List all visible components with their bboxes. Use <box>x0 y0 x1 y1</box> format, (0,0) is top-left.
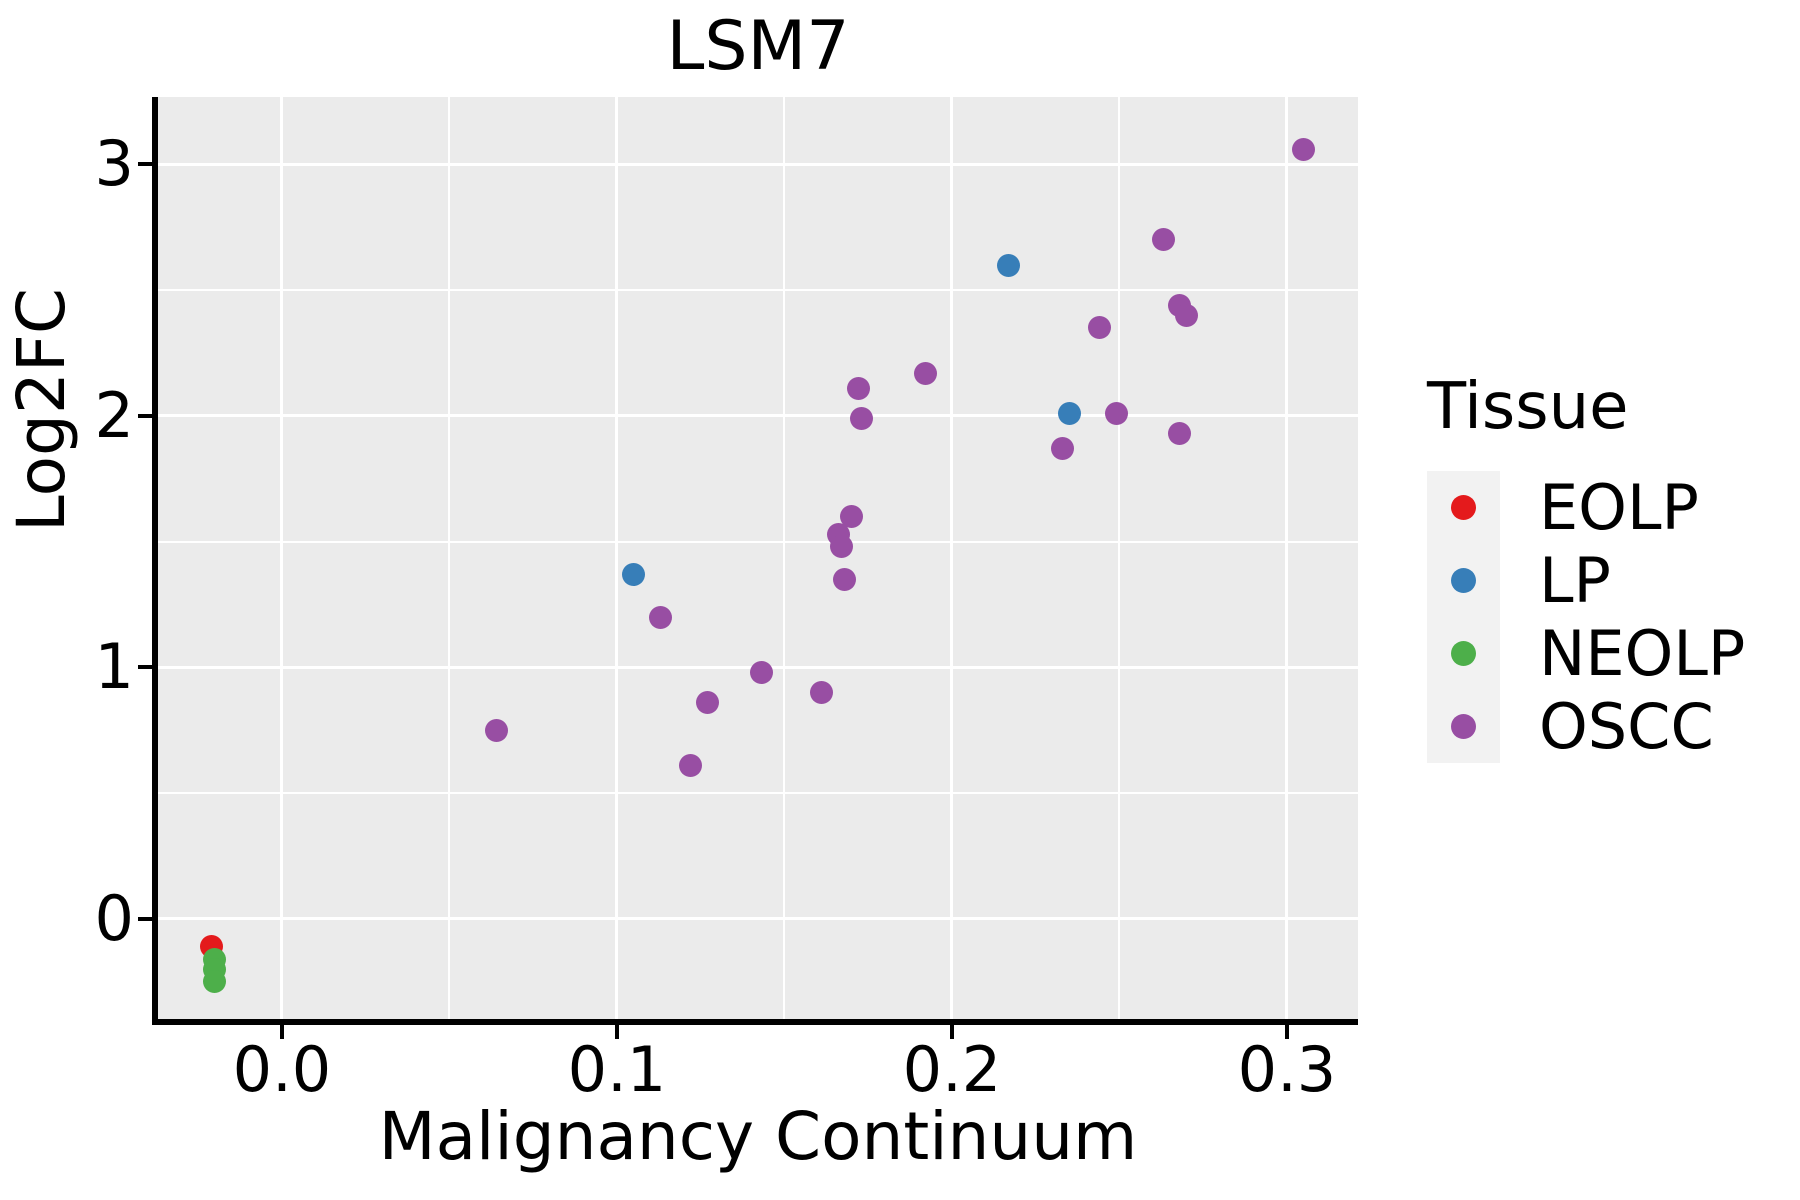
x-tick-mark <box>279 1025 284 1039</box>
y-axis-title: Log2FC <box>3 288 80 532</box>
x-tick-label: 0.0 <box>232 1033 332 1106</box>
y-tick-mark <box>138 162 152 167</box>
x-tick-mark <box>614 1025 619 1039</box>
legend-key-oscc <box>1427 690 1500 763</box>
legend-dot-eolp <box>1451 495 1476 520</box>
legend-key-neolp <box>1427 617 1500 690</box>
x-axis-title: Malignancy Continuum <box>378 1098 1138 1175</box>
legend-title: Tissue <box>1427 370 1629 444</box>
x-tick-mark <box>949 1025 954 1039</box>
legend-dot-oscc <box>1451 714 1476 739</box>
legend-item-label-lp: LP <box>1539 544 1611 617</box>
x-tick-label: 0.3 <box>1237 1033 1337 1106</box>
y-tick-label: 3 <box>94 127 134 201</box>
legend-key-eolp <box>1427 471 1500 544</box>
y-tick-mark <box>138 413 152 418</box>
legend-item-label-oscc: OSCC <box>1539 690 1714 763</box>
legend-key-lp <box>1427 544 1500 617</box>
y-tick-mark <box>138 665 152 670</box>
x-tick-label: 0.2 <box>902 1033 1002 1106</box>
plot-panel <box>158 97 1358 1021</box>
y-tick-label: 0 <box>94 881 134 955</box>
x-axis-line <box>152 1019 1358 1025</box>
legend-dot-neolp <box>1451 641 1476 666</box>
x-tick-mark <box>1284 1025 1289 1039</box>
y-tick-label: 1 <box>94 630 134 704</box>
y-axis-line <box>152 97 158 1025</box>
legend-dot-lp <box>1451 568 1476 593</box>
plot-title: LSM7 <box>666 7 850 86</box>
legend-item-label-eolp: EOLP <box>1539 471 1699 544</box>
x-tick-label: 0.1 <box>567 1033 667 1106</box>
y-tick-mark <box>138 916 152 921</box>
legend-item-label-neolp: NEOLP <box>1539 617 1746 690</box>
